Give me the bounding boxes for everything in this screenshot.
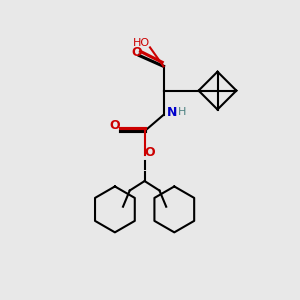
Text: N: N <box>167 106 177 119</box>
Text: HO: HO <box>133 38 151 48</box>
Text: O: O <box>110 119 120 132</box>
Text: H: H <box>178 107 187 117</box>
Text: O: O <box>145 146 155 159</box>
Text: O: O <box>131 46 142 59</box>
